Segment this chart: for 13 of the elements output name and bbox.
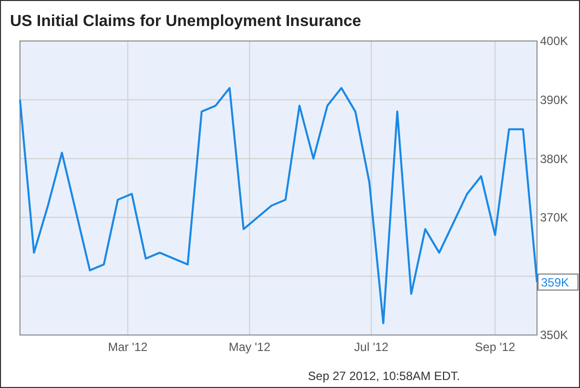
x-tick-label: Mar '12: [108, 340, 148, 354]
x-tick-label: May '12: [228, 340, 271, 354]
y-tick-label: 350K: [540, 328, 568, 342]
line-series: [19, 87, 538, 324]
text: Sep 27 2012, 10:58AM EDT.: [308, 369, 460, 383]
x-tick-label: Jul '12: [354, 340, 389, 354]
y-tick-label: 370K: [540, 210, 568, 225]
y-tick-label: 390K: [540, 93, 568, 107]
annotation: 359K: [541, 275, 570, 290]
y-tick-label: 380K: [540, 152, 568, 166]
x-tick-label: Sep '12: [474, 340, 516, 354]
chart-title: US Initial Claims for Unemployment Insurance: [10, 13, 362, 30]
y-tick-label: 400K: [540, 34, 568, 48]
